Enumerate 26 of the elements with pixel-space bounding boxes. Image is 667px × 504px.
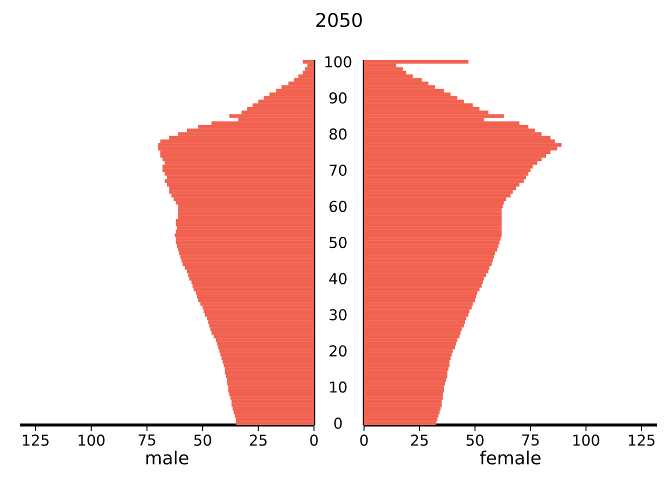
y-tick-label: 80 [330, 128, 347, 140]
x-tick-label: 50 [194, 434, 212, 446]
y-tick-label: 10 [330, 381, 347, 393]
chart-title: 2050 [316, 12, 362, 28]
x-tick-label: 75 [522, 434, 539, 446]
y-tick-label: 20 [330, 345, 347, 357]
x-tick-label: 125 [22, 434, 49, 446]
x-tick-label: 0 [310, 434, 318, 446]
x-tick-label: 125 [628, 434, 654, 446]
y-tick-label: 0 [334, 418, 342, 429]
x-tick-label: 50 [466, 434, 484, 446]
y-tick-label: 30 [330, 309, 347, 320]
y-tick-label: 100 [325, 56, 352, 68]
x-tick-label: 0 [360, 434, 368, 446]
y-tick-label: 50 [330, 236, 347, 248]
y-tick-label: 90 [329, 92, 347, 104]
x-tick-label: 25 [411, 434, 428, 446]
x-tick-label: 100 [573, 434, 600, 446]
x-tick-label: 25 [250, 434, 267, 446]
x-axis-title: male [146, 450, 188, 465]
y-tick-label: 70 [330, 164, 347, 176]
y-tick-label: 40 [329, 272, 347, 284]
y-tick-label: 60 [330, 200, 347, 212]
x-tick-label: 100 [78, 434, 105, 446]
x-axis-title: female [480, 450, 540, 465]
x-tick-label: 75 [138, 434, 156, 446]
